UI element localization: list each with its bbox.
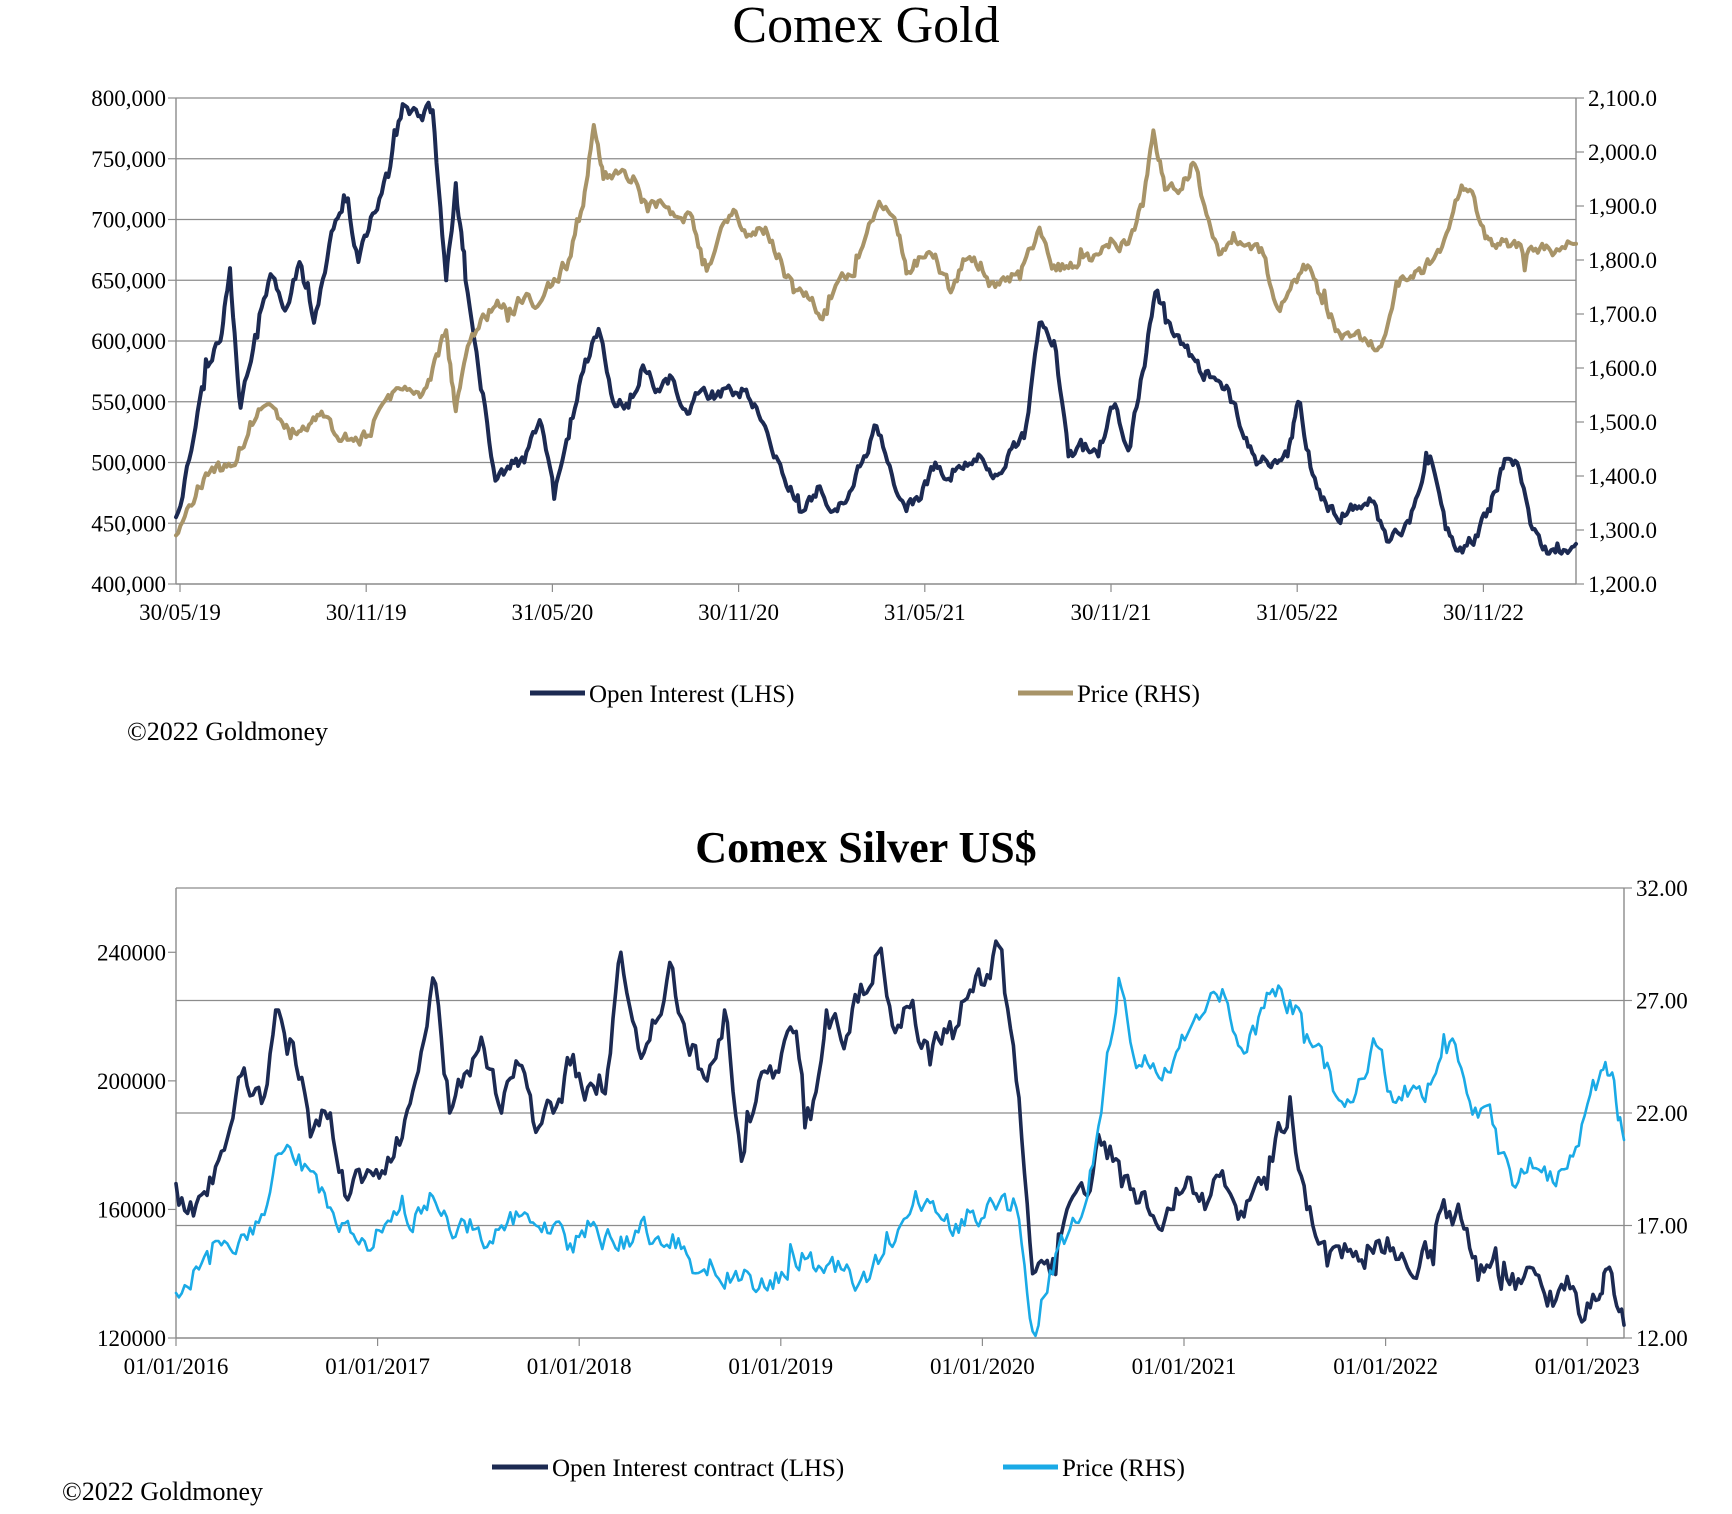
silver-x-tick-label: 01/01/2022: [1333, 1354, 1438, 1379]
gold-x-axis-ticks: 30/05/19 30/11/19 31/05/20 30/11/20 31/05/21…: [139, 584, 1524, 625]
silver-right-tick-label: 22.00: [1636, 1101, 1688, 1126]
silver-series-lines: [174, 939, 1626, 1338]
gold-right-tick-label: 1,800.0: [1588, 248, 1657, 273]
gold-legend-item-open-interest: Open Interest (LHS): [530, 681, 795, 708]
silver-legend-item-open-interest: Open Interest contract (LHS): [492, 1455, 844, 1482]
gold-right-tick-label: 1,700.0: [1588, 302, 1657, 327]
silver-right-axis-ticks: 12.00 17.00 22.00 27.00 32.00: [1624, 876, 1688, 1351]
gold-x-tick-label: 30/11/20: [698, 600, 779, 625]
silver-x-tick-label: 01/01/2021: [1132, 1354, 1237, 1379]
gold-x-tick-label: 30/11/19: [326, 600, 407, 625]
gold-x-tick-label: 30/11/21: [1071, 600, 1152, 625]
gold-left-tick-label: 600,000: [91, 329, 166, 354]
gold-legend: Open Interest (LHS) Price (RHS): [530, 681, 1200, 708]
gold-right-tick-label: 2,100.0: [1588, 86, 1657, 111]
gold-x-tick-label: 31/05/20: [512, 600, 594, 625]
gold-right-axis-ticks: 1,200.0 1,300.0 1,400.0 1,500.0 1,600.0 1,700…: [1576, 86, 1657, 597]
silver-x-tick-label: 01/01/2017: [325, 1354, 430, 1379]
silver-left-tick-label: 240000: [97, 940, 166, 965]
gold-x-tick-label: 31/05/22: [1256, 600, 1338, 625]
silver-x-tick-label: 01/01/2023: [1535, 1354, 1640, 1379]
gold-chart: Comex Gold 400,000 450,000 500,000 550,000 6…: [91, 0, 1657, 746]
silver-left-axis-ticks: 120000 160000 200000 240000: [97, 940, 176, 1351]
silver-x-axis-ticks: 01/01/2016 01/01/2017 01/01/2018 01/01/2019…: [124, 1338, 1640, 1379]
silver-left-tick-label: 200000: [97, 1069, 166, 1094]
gold-legend-label-open-interest: Open Interest (LHS): [589, 681, 795, 708]
silver-gridlines: [176, 887, 1624, 1227]
silver-x-tick-label: 01/01/2019: [728, 1354, 833, 1379]
gold-right-tick-label: 2,000.0: [1588, 140, 1657, 165]
gold-left-tick-label: 500,000: [91, 451, 166, 476]
gold-right-tick-label: 1,200.0: [1588, 572, 1657, 597]
gold-right-tick-label: 1,600.0: [1588, 356, 1657, 381]
silver-right-tick-label: 17.00: [1636, 1214, 1688, 1239]
silver-left-tick-label: 120000: [97, 1326, 166, 1351]
gold-x-tick-label: 30/11/22: [1443, 600, 1524, 625]
gold-left-tick-label: 650,000: [91, 268, 166, 293]
silver-right-tick-label: 32.00: [1636, 876, 1688, 901]
silver-chart-title: Comex Silver US$: [695, 823, 1036, 872]
gold-copyright: ©2022 Goldmoney: [127, 717, 328, 746]
silver-series-line-open-interest: [174, 939, 1626, 1327]
gold-right-tick-label: 1,900.0: [1588, 194, 1657, 219]
silver-legend-label-price: Price (RHS): [1062, 1455, 1185, 1482]
gold-left-tick-label: 700,000: [91, 208, 166, 233]
gold-left-axis-ticks: 400,000 450,000 500,000 550,000 600,000 650,0…: [91, 86, 176, 597]
silver-chart: Comex Silver US$ 120000 160000 200000 24000…: [62, 823, 1688, 1506]
gold-gridlines: [176, 97, 1576, 524]
silver-legend-label-open-interest: Open Interest contract (LHS): [552, 1455, 844, 1482]
gold-left-tick-label: 750,000: [91, 147, 166, 172]
gold-left-tick-label: 550,000: [91, 390, 166, 415]
silver-x-tick-label: 01/01/2020: [930, 1354, 1035, 1379]
silver-legend-item-price: Price (RHS): [1003, 1455, 1185, 1482]
gold-legend-label-price: Price (RHS): [1077, 681, 1200, 708]
gold-x-tick-label: 30/05/19: [139, 600, 221, 625]
silver-left-tick-label: 160000: [97, 1197, 166, 1222]
silver-right-tick-label: 27.00: [1636, 989, 1688, 1014]
gold-series-line-price: [174, 123, 1578, 538]
gold-series-line-open-interest: [174, 100, 1578, 556]
gold-left-tick-label: 450,000: [91, 511, 166, 536]
gold-x-tick-label: 31/05/21: [884, 600, 966, 625]
silver-right-tick-label: 12.00: [1636, 1326, 1688, 1351]
gold-right-tick-label: 1,400.0: [1588, 464, 1657, 489]
gold-left-tick-label: 400,000: [91, 572, 166, 597]
gold-left-tick-label: 800,000: [91, 86, 166, 111]
silver-legend: Open Interest contract (LHS) Price (RHS): [492, 1455, 1185, 1482]
gold-chart-title: Comex Gold: [732, 0, 999, 54]
gold-right-tick-label: 1,500.0: [1588, 410, 1657, 435]
silver-x-tick-label: 01/01/2018: [527, 1354, 632, 1379]
silver-series-line-price: [174, 976, 1626, 1338]
gold-legend-item-price: Price (RHS): [1018, 681, 1200, 708]
gold-series-lines: [174, 100, 1578, 556]
silver-x-tick-label: 01/01/2016: [124, 1354, 229, 1379]
gold-right-tick-label: 1,300.0: [1588, 518, 1657, 543]
silver-copyright: ©2022 Goldmoney: [62, 1477, 263, 1506]
